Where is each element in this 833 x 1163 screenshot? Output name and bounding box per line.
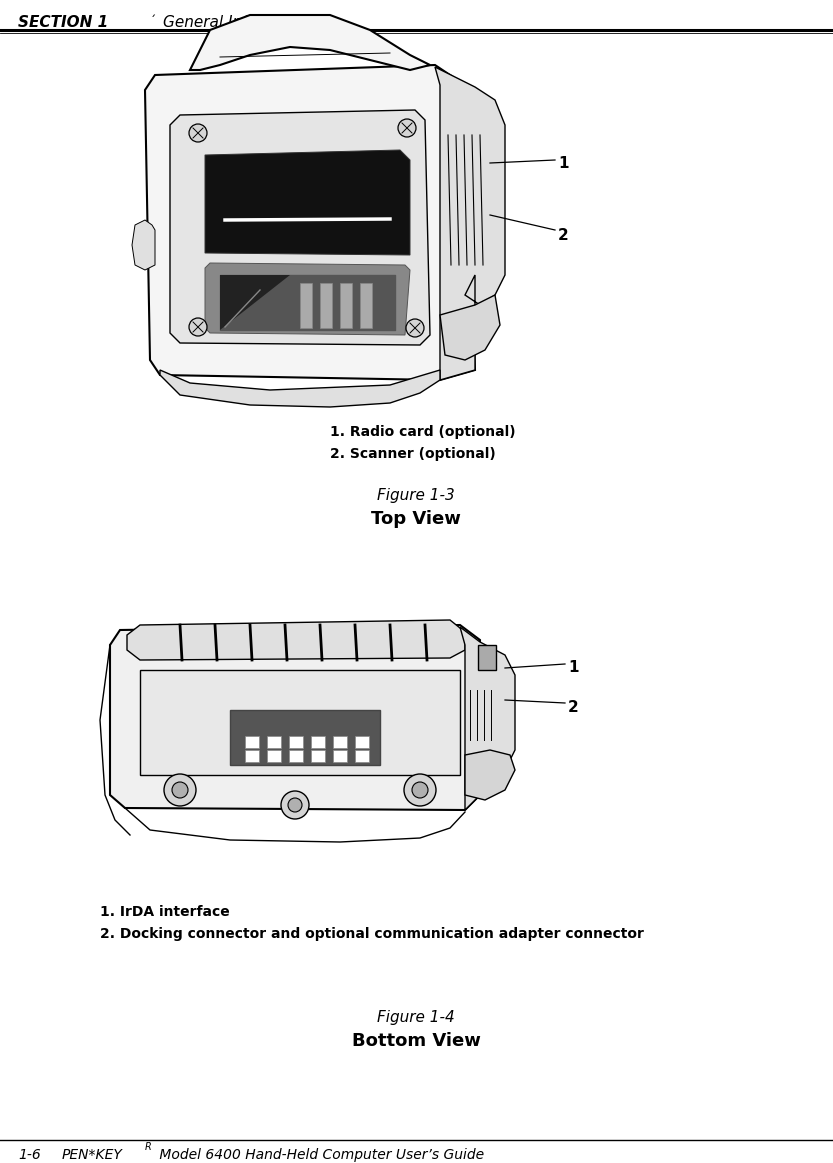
Bar (333, 750, 347, 762)
Text: 1-6: 1-6 (18, 1148, 41, 1162)
Circle shape (172, 782, 188, 798)
Text: Top View: Top View (371, 511, 461, 528)
Text: 1: 1 (568, 659, 578, 675)
Bar (333, 736, 347, 748)
Text: 2: 2 (568, 700, 579, 715)
Bar (320, 283, 332, 328)
Polygon shape (127, 620, 465, 659)
Circle shape (189, 124, 207, 142)
Circle shape (288, 798, 302, 812)
Polygon shape (145, 65, 475, 380)
Text: 1: 1 (558, 156, 568, 171)
Text: SECTION 1: SECTION 1 (18, 15, 108, 30)
Bar (230, 709, 380, 765)
Circle shape (404, 775, 436, 806)
Text: 1. Radio card (optional): 1. Radio card (optional) (330, 424, 516, 438)
Bar (300, 283, 312, 328)
Bar (289, 736, 303, 748)
Circle shape (164, 775, 196, 806)
Text: 2. Scanner (optional): 2. Scanner (optional) (330, 447, 496, 461)
Bar (289, 750, 303, 762)
Bar (340, 283, 352, 328)
Bar (245, 750, 259, 762)
Text: ´: ´ (150, 15, 157, 28)
Text: Bottom View: Bottom View (352, 1032, 481, 1050)
Text: General Information: General Information (163, 15, 317, 30)
Bar (478, 645, 496, 670)
Polygon shape (190, 15, 430, 70)
Polygon shape (440, 295, 500, 361)
Circle shape (412, 782, 428, 798)
Circle shape (406, 319, 424, 337)
Text: 2. Docking connector and optional communication adapter connector: 2. Docking connector and optional commun… (100, 927, 644, 941)
Text: 1. IrDA interface: 1. IrDA interface (100, 905, 230, 919)
Bar (355, 750, 369, 762)
Bar (267, 750, 281, 762)
Polygon shape (460, 627, 515, 809)
Polygon shape (160, 370, 440, 407)
Bar (355, 736, 369, 748)
Text: 2: 2 (558, 228, 569, 243)
Polygon shape (205, 150, 410, 255)
Circle shape (189, 317, 207, 336)
Circle shape (398, 119, 416, 137)
Polygon shape (170, 110, 430, 345)
Polygon shape (465, 750, 515, 800)
Circle shape (281, 791, 309, 819)
Polygon shape (220, 274, 290, 330)
Polygon shape (110, 625, 480, 809)
Bar (140, 670, 460, 775)
Polygon shape (205, 263, 410, 335)
Polygon shape (435, 67, 505, 380)
Text: Figure 1-3: Figure 1-3 (377, 488, 455, 504)
Text: Figure 1-4: Figure 1-4 (377, 1009, 455, 1025)
Text: R: R (145, 1142, 152, 1153)
Bar (267, 736, 281, 748)
Bar (360, 283, 372, 328)
Bar (311, 736, 325, 748)
Bar (311, 750, 325, 762)
Polygon shape (132, 220, 155, 270)
Text: Model 6400 Hand-Held Computer User’s Guide: Model 6400 Hand-Held Computer User’s Gui… (155, 1148, 484, 1162)
Bar (245, 736, 259, 748)
Text: PEN*KEY: PEN*KEY (62, 1148, 123, 1162)
